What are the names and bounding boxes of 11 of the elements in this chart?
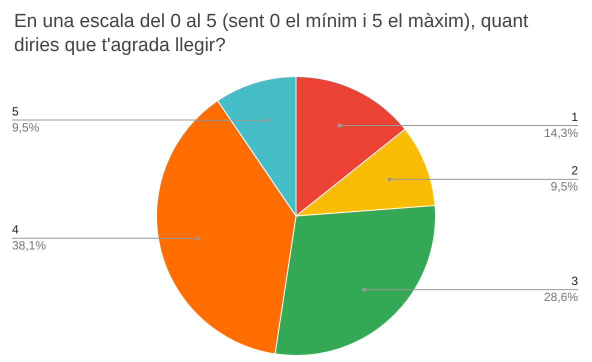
slice-label: 5 xyxy=(12,104,19,118)
data-label: 28,6% xyxy=(544,290,578,304)
slice-label: 2 xyxy=(571,164,578,178)
slice-label: 4 xyxy=(12,222,19,237)
data-label: 9,5% xyxy=(12,120,40,134)
data-label: 9,5% xyxy=(550,180,578,194)
data-label: 14,3% xyxy=(544,126,578,140)
data-label: 38,1% xyxy=(12,238,46,253)
chart-title: En una escala del 0 al 5 (sent 0 el mínim i 5 el màxim), quant diries que t'agrada llegir? xyxy=(13,10,530,58)
slice-label: 3 xyxy=(571,274,578,288)
slice-label: 1 xyxy=(571,110,578,124)
